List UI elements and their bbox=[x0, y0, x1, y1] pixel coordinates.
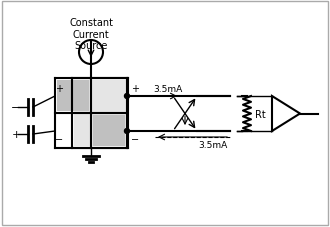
Text: Constant
Current
Source: Constant Current Source bbox=[69, 18, 113, 51]
Text: +: + bbox=[11, 129, 21, 139]
Bar bbox=[93, 116, 125, 146]
Circle shape bbox=[124, 94, 129, 99]
Text: −: − bbox=[131, 134, 139, 144]
Text: +: + bbox=[131, 84, 139, 94]
FancyBboxPatch shape bbox=[2, 2, 328, 225]
Bar bbox=[57, 81, 89, 111]
Text: 3.5mA: 3.5mA bbox=[153, 85, 182, 94]
Text: Rt: Rt bbox=[255, 109, 266, 119]
Circle shape bbox=[124, 129, 129, 134]
Text: −: − bbox=[55, 134, 63, 144]
Bar bbox=[74, 81, 126, 146]
Text: 3.5mA: 3.5mA bbox=[198, 140, 227, 149]
Text: +: + bbox=[55, 84, 63, 94]
Text: −: − bbox=[11, 103, 21, 113]
